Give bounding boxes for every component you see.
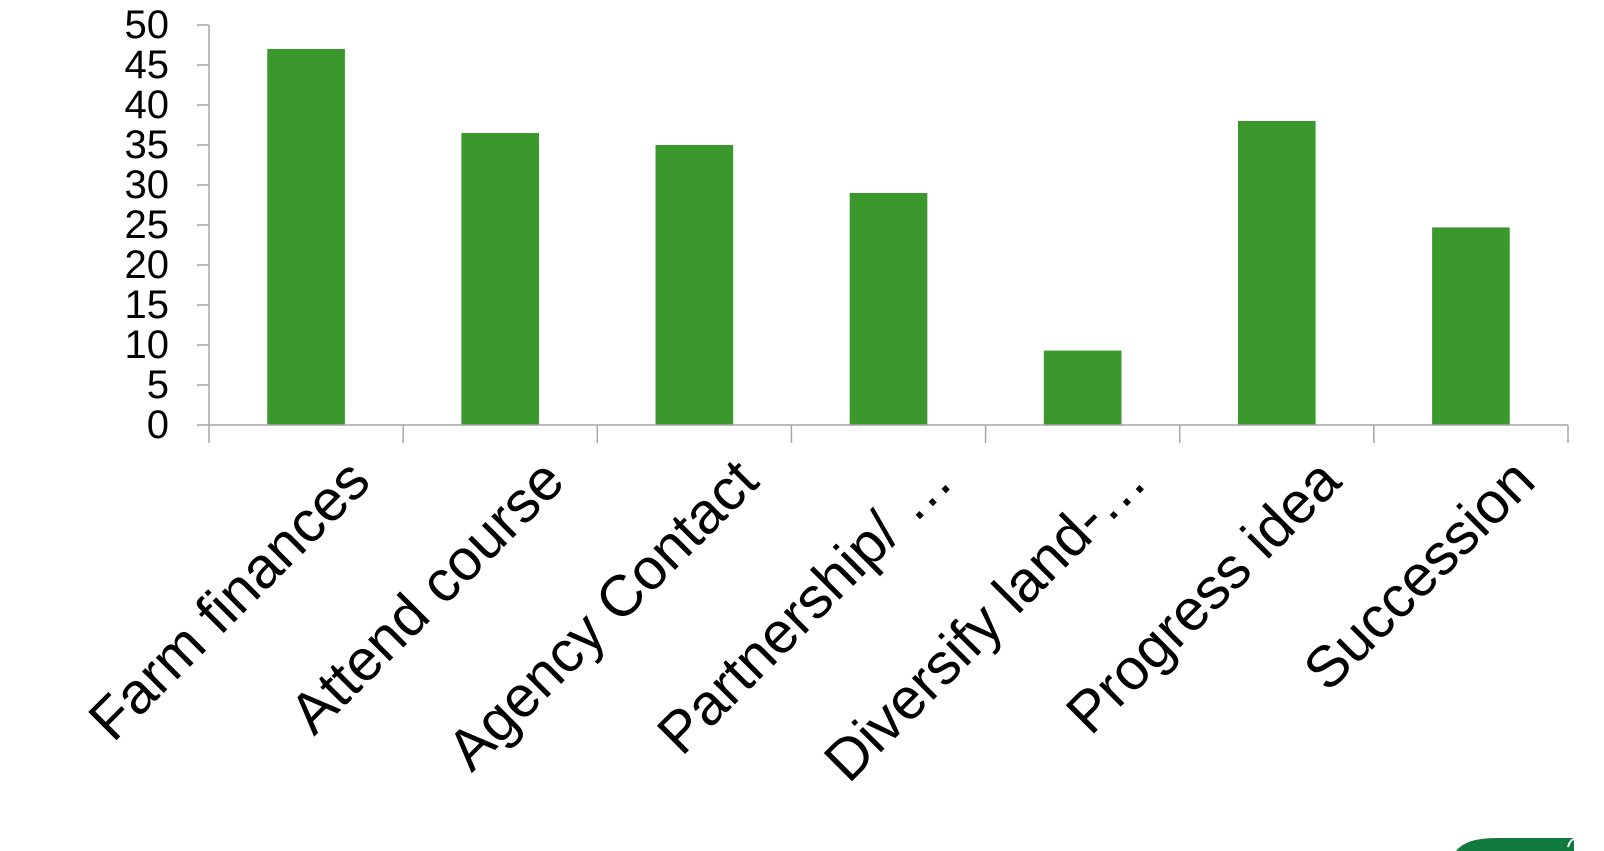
y-tick-label: 35 [125,123,170,167]
x-tick-label: Diversify land-… [812,447,1159,794]
y-tick-label: 30 [125,163,170,207]
y-tick-label: 25 [125,203,170,247]
y-tick-label: 0 [147,403,169,447]
bar-1 [461,133,540,425]
y-tick-label: 45 [125,43,170,87]
bar-6 [1432,227,1510,425]
bar-2 [655,145,734,425]
bar-0 [267,49,345,425]
bars [267,49,1510,425]
y-tick-label: 10 [125,323,170,367]
y-tick-label: 50 [125,3,170,47]
y-axis-ticks [197,24,209,426]
bar-5 [1237,121,1316,425]
bar-4 [1043,350,1122,425]
y-tick-label: 15 [125,283,170,327]
y-tick-label: 5 [147,363,169,407]
y-tick-label: 20 [125,243,170,287]
y-tick-label: 40 [125,83,170,127]
x-axis-ticks [208,425,1569,443]
logo-swoosh-icon [1456,838,1574,851]
bar-3 [849,193,928,425]
